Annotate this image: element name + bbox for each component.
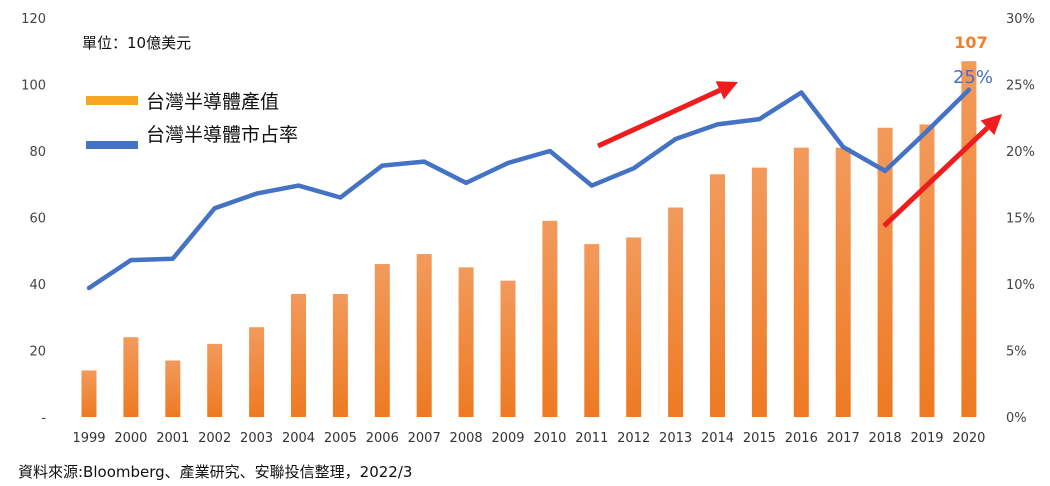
legend-swatch-bars: [86, 96, 138, 105]
bar-2018: [877, 127, 893, 417]
x-tick-label: 2013: [659, 431, 692, 446]
bar-2016: [793, 147, 809, 418]
bar-2004: [291, 293, 306, 417]
bar-2006: [374, 264, 390, 417]
x-tick-label: 2002: [198, 431, 231, 446]
bar-2017: [835, 147, 851, 418]
x-tick-label: 2018: [869, 431, 902, 446]
legend-swatch-line: [86, 141, 138, 149]
x-tick-label: 2004: [282, 431, 315, 446]
bar-2015: [751, 167, 767, 417]
bar-2008: [458, 267, 474, 417]
bar-2019: [919, 124, 935, 418]
bar-1999: [81, 370, 97, 417]
bar-2001: [165, 360, 181, 417]
trend-arrow-lower: [882, 114, 1002, 228]
y-right-tick-label: 30%: [1006, 12, 1035, 27]
x-tick-label: 1999: [72, 431, 105, 446]
y-left-tick-label: -: [41, 411, 46, 426]
bar-2014: [710, 174, 725, 417]
trend-arrow-upper: [596, 81, 738, 149]
bar-2009: [500, 280, 516, 417]
x-tick-label: 2019: [910, 431, 943, 446]
legend: 台灣半導體產值 台灣半導體市占率: [86, 91, 298, 149]
trend-arrows: [596, 81, 1002, 228]
unit-label: 單位：10億美元: [82, 34, 191, 52]
x-tick-label: 2001: [156, 431, 189, 446]
x-tick-label: 2005: [324, 431, 357, 446]
legend-label-line: 台灣半導體市占率: [146, 124, 298, 146]
market-share-line: [86, 87, 972, 291]
y-right-tick-label: 20%: [1006, 145, 1035, 160]
x-tick-label: 2010: [533, 431, 566, 446]
y-right-tick-label: 15%: [1006, 212, 1035, 227]
y-right-tick-label: 0%: [1006, 411, 1027, 426]
bar-2020: [961, 61, 977, 417]
x-tick-label: 2009: [491, 431, 524, 446]
x-tick-label: 2011: [575, 431, 608, 446]
x-tick-label: 2012: [617, 431, 650, 446]
bar-2002: [207, 343, 223, 417]
x-tick-label: 2014: [701, 431, 734, 446]
x-tick-label: 2003: [240, 431, 273, 446]
bar-2010: [542, 220, 558, 417]
x-axis: 1999 2000 2001 2002 2003 2004 2005 2006 2007 2008…: [72, 431, 985, 446]
y-right-tick-label: 10%: [1006, 278, 1035, 293]
x-tick-label: 2006: [366, 431, 399, 446]
y-right-tick-label: 25%: [1006, 79, 1035, 94]
x-tick-label: 2007: [408, 431, 441, 446]
y-left-tick-label: 40: [29, 278, 46, 293]
x-tick-label: 2020: [952, 431, 985, 446]
bar-2011: [584, 244, 600, 417]
line-series: [86, 87, 972, 291]
x-tick-label: 2017: [827, 431, 860, 446]
x-tick-label: 2008: [450, 431, 483, 446]
y-right-tick-label: 5%: [1006, 345, 1027, 360]
bar-data-label-2020: 107: [954, 33, 987, 52]
bar-2013: [668, 207, 684, 417]
y-axis-left: - 20 40 60 80 100 120: [21, 12, 46, 426]
line-data-label-2020: 25%: [953, 67, 993, 88]
x-tick-label: 2015: [743, 431, 776, 446]
bar-2003: [249, 327, 265, 417]
y-left-tick-label: 80: [29, 145, 46, 160]
source-note: 資料來源:Bloomberg、產業研究、安聯投信整理，2022/3: [18, 463, 412, 481]
bar-2007: [416, 254, 432, 417]
y-axis-right: 0% 5% 10% 15% 20% 25% 30%: [1006, 12, 1035, 426]
legend-label-bars: 台灣半導體產值: [146, 91, 279, 113]
x-tick-label: 2016: [785, 431, 818, 446]
x-tick-label: 2000: [114, 431, 147, 446]
bar-series: [81, 61, 977, 418]
bar-2005: [332, 293, 348, 417]
bar-2000: [123, 337, 139, 417]
y-left-tick-label: 20: [29, 345, 46, 360]
y-left-tick-label: 120: [21, 12, 46, 27]
bar-2012: [626, 237, 642, 417]
y-left-tick-label: 100: [21, 79, 46, 94]
y-left-tick-label: 60: [29, 212, 46, 227]
